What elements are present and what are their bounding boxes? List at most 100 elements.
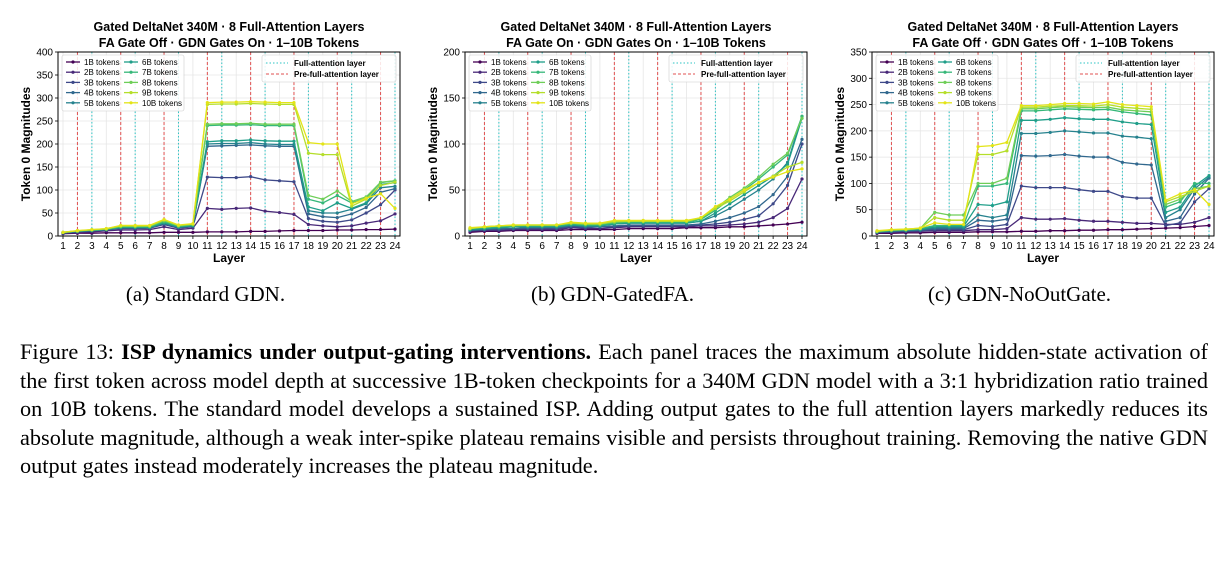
x-tick-label: 8 [568, 241, 574, 252]
data-point [757, 204, 761, 209]
data-point [904, 227, 908, 231]
data-point [350, 212, 354, 216]
x-tick-label: 12 [623, 241, 635, 252]
legend-marker [71, 70, 75, 74]
data-point [335, 189, 339, 193]
data-point [1048, 130, 1052, 135]
chart-standard-gdn: Gated DeltaNet 340M · 8 Full-Attention L… [19, 20, 401, 265]
data-point [947, 218, 951, 222]
x-tick-label: 24 [1203, 241, 1215, 252]
x-tick-label: 24 [796, 241, 808, 252]
data-point [728, 197, 732, 201]
data-point [277, 139, 282, 143]
data-point [234, 122, 238, 126]
data-point [1091, 219, 1096, 223]
subcaption-gdn-gatedfa: (b) GDN-GatedFA. [531, 282, 694, 306]
y-tick-label: 100 [850, 179, 867, 190]
x-tick-label: 16 [681, 241, 693, 252]
legend-marker [943, 70, 947, 74]
x-tick-label: 3 [496, 241, 502, 252]
data-point [1005, 227, 1009, 231]
data-point [61, 230, 65, 234]
x-tick-label: 16 [1088, 241, 1100, 252]
data-point [526, 223, 530, 227]
y-tick-label: 50 [42, 209, 54, 220]
data-point [962, 222, 966, 227]
data-point [684, 218, 689, 222]
data-point [742, 197, 746, 201]
data-point [1091, 228, 1096, 232]
data-point [1077, 228, 1081, 232]
data-point [350, 224, 354, 228]
data-point [771, 165, 775, 169]
data-point [306, 151, 310, 155]
series-legend-box [61, 54, 185, 112]
x-tick-label: 2 [75, 241, 81, 252]
legend-label: 3B tokens [898, 78, 934, 87]
legend-label: 2B tokens [84, 68, 120, 77]
x-tick-label: 10 [594, 241, 606, 252]
legend-marker [943, 60, 947, 64]
data-point [800, 160, 804, 164]
data-point [234, 139, 238, 143]
data-point [1149, 105, 1153, 109]
x-tick-label: 9 [990, 241, 996, 252]
data-point [1207, 216, 1211, 220]
series-legend-box [875, 54, 999, 112]
legend-label: 7B tokens [142, 68, 178, 77]
x-tick-label: 17 [288, 241, 300, 252]
data-point [933, 221, 937, 225]
data-point [1207, 223, 1211, 228]
subcaption-gdn-nooutgate: (c) GDN-NoOutGate. [927, 282, 1112, 306]
series-line-10b [62, 101, 396, 233]
data-point [757, 224, 761, 228]
data-point [321, 219, 325, 223]
data-point [364, 196, 368, 200]
data-point [1178, 225, 1182, 230]
x-tick-label: 14 [1059, 241, 1071, 252]
data-point [1120, 228, 1124, 232]
legend-marker [478, 80, 482, 84]
y-tick-label: 0 [861, 232, 867, 243]
data-point [1120, 102, 1124, 107]
data-point [1091, 131, 1096, 135]
data-point [249, 141, 253, 145]
data-point [321, 152, 325, 157]
data-point [785, 170, 790, 174]
data-point [497, 224, 501, 228]
data-point [1077, 117, 1081, 121]
panel-standard-gdn: Gated DeltaNet 340M · 8 Full-Attention L… [3, 0, 408, 310]
data-point [728, 220, 732, 224]
data-point [205, 230, 209, 234]
series-line-6b [469, 118, 803, 231]
data-point [335, 225, 339, 229]
series-line-3b [469, 143, 803, 232]
data-point [176, 230, 181, 234]
data-point [263, 209, 267, 213]
data-point [1091, 102, 1096, 106]
x-tick-label: 6 [946, 241, 952, 252]
data-point [335, 142, 339, 146]
data-point [1106, 117, 1110, 121]
data-point [1077, 130, 1081, 134]
data-point [205, 101, 209, 105]
y-tick-label: 100 [443, 140, 460, 151]
data-point [306, 197, 310, 201]
x-tick-label: 23 [1189, 241, 1201, 252]
y-tick-label: 0 [47, 232, 53, 243]
data-point [1005, 230, 1009, 234]
legend-pre-full-attention-label: Pre-full-attention layer [294, 70, 379, 79]
data-point [771, 202, 775, 206]
data-point [1192, 192, 1197, 196]
data-point [292, 180, 296, 184]
x-tick-label: 23 [782, 241, 794, 252]
x-tick-label: 6 [539, 241, 545, 252]
data-point [742, 217, 746, 222]
data-point [1135, 162, 1139, 166]
data-point [976, 181, 980, 186]
data-point [742, 193, 746, 197]
data-point [800, 116, 804, 120]
legend-marker [536, 91, 540, 95]
data-point [468, 226, 472, 230]
legend-label: 7B tokens [549, 68, 585, 77]
